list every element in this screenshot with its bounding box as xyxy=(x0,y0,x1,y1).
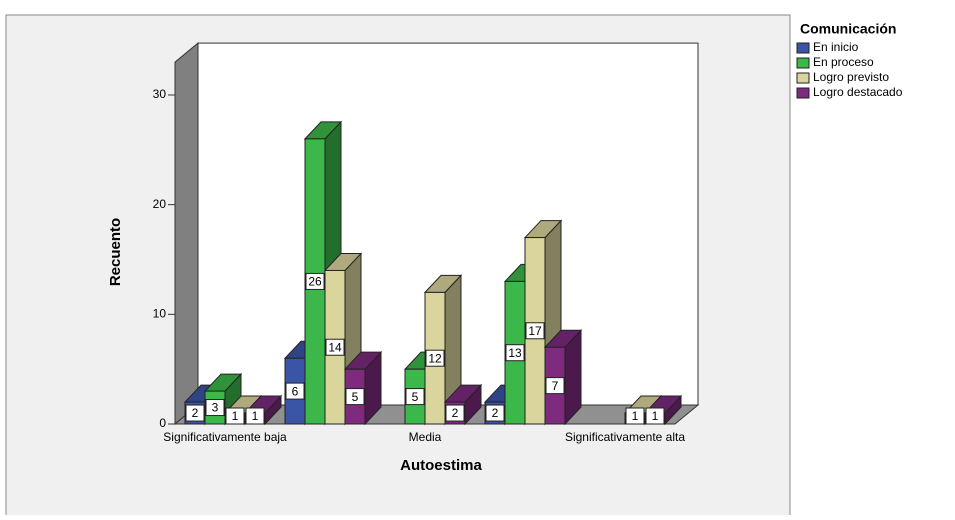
data-label: 26 xyxy=(308,275,322,289)
data-label-box xyxy=(305,272,325,290)
data-label-box xyxy=(445,404,465,422)
data-label: 12 xyxy=(428,351,442,365)
data-label: 3 xyxy=(212,401,219,415)
legend-swatch xyxy=(796,57,810,69)
legend-title: Comunicación xyxy=(800,21,896,37)
y-axis-title: Recuento xyxy=(107,218,124,286)
data-label: 5 xyxy=(352,390,359,404)
data-label: 2 xyxy=(492,406,499,420)
data-label: 5 xyxy=(412,390,419,404)
data-label-box xyxy=(225,407,245,425)
x-tick-label: Significativamente alta xyxy=(565,430,685,444)
data-label-box xyxy=(525,322,545,340)
y-tick-label: 20 xyxy=(153,197,167,211)
data-label: 1 xyxy=(652,409,659,423)
data-label-box xyxy=(185,404,205,422)
data-label: 2 xyxy=(192,406,199,420)
data-label: 1 xyxy=(232,409,239,423)
data-label-box xyxy=(625,407,645,425)
data-label-box xyxy=(245,407,265,425)
legend-swatch xyxy=(796,87,810,99)
legend-label: Logro destacado xyxy=(813,85,903,99)
data-label-box xyxy=(405,388,425,406)
data-label: 13 xyxy=(508,346,522,360)
data-label: 7 xyxy=(552,379,559,393)
legend-swatch xyxy=(796,42,810,54)
y-tick-label: 0 xyxy=(159,416,166,430)
data-label-box xyxy=(545,377,565,395)
data-label-box xyxy=(645,407,665,425)
x-axis-title: Autoestima xyxy=(400,457,482,474)
legend-label: En inicio xyxy=(813,40,859,54)
x-tick-label: Significativamente baja xyxy=(163,430,287,444)
legend-label: Logro previsto xyxy=(813,70,889,84)
data-label-box xyxy=(285,382,305,400)
data-label: 2 xyxy=(452,406,459,420)
data-label-box xyxy=(345,388,365,406)
data-label: 17 xyxy=(528,324,542,338)
legend-label: En proceso xyxy=(813,55,874,69)
data-label: 1 xyxy=(632,409,639,423)
left-wall xyxy=(174,42,199,426)
data-label: 14 xyxy=(328,340,342,354)
data-label-box xyxy=(425,349,445,367)
data-label: 1 xyxy=(252,409,259,423)
data-label: 6 xyxy=(292,384,299,398)
data-label-box xyxy=(485,404,505,422)
y-tick-label: 30 xyxy=(153,87,167,101)
data-label-box xyxy=(505,344,525,362)
data-label-box xyxy=(325,338,345,356)
legend-swatch xyxy=(796,72,810,84)
x-tick-label: Media xyxy=(409,430,442,444)
y-tick-label: 10 xyxy=(153,307,167,321)
data-label-box xyxy=(205,399,225,417)
